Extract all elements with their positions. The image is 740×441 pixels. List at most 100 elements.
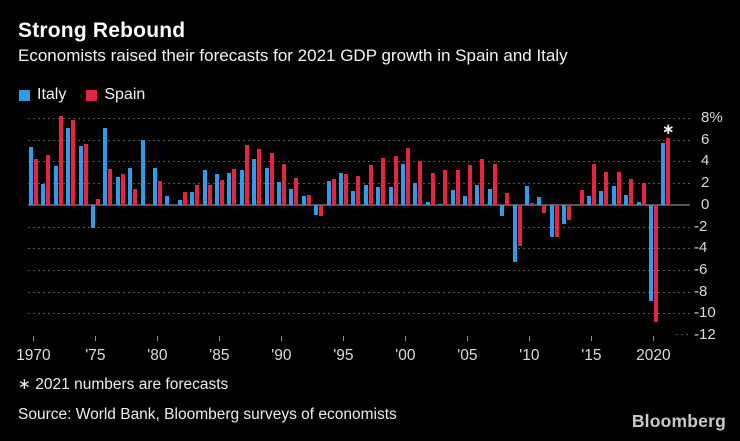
bar-spain-1987 — [244, 145, 249, 205]
bar-italy-1999 — [388, 187, 393, 205]
gridline--12 — [676, 334, 690, 335]
bar-italy-1991 — [289, 188, 294, 205]
bar-italy-2013 — [562, 204, 567, 225]
bar-italy-1972 — [53, 165, 58, 205]
bar-spain-2007 — [492, 163, 497, 205]
bar-italy-1996 — [351, 190, 356, 205]
page-title: Strong Rebound — [18, 19, 186, 42]
bar-spain-1993 — [319, 204, 324, 216]
bar-italy-1989 — [264, 167, 269, 205]
x-tick-1970 — [33, 336, 35, 341]
bar-italy-2007 — [487, 188, 492, 205]
bar-spain-1983 — [195, 185, 200, 205]
bar-spain-1979 — [145, 203, 150, 205]
x-axis-label-1995: '95 — [333, 347, 354, 364]
x-axis-label-2010: '10 — [519, 347, 540, 364]
x-tick-1985 — [219, 336, 221, 341]
bar-italy-1990 — [276, 182, 281, 205]
bar-spain-2013 — [567, 204, 572, 220]
footnote: ∗ 2021 numbers are forecasts — [18, 376, 229, 393]
bar-spain-2004 — [455, 170, 460, 205]
bar-spain-2018 — [629, 178, 634, 205]
bar-spain-1986 — [232, 168, 237, 205]
bar-spain-2002 — [430, 173, 435, 205]
gridline-4 — [28, 161, 690, 163]
bar-spain-1998 — [381, 158, 386, 205]
y-axis-label-8: 8% — [701, 109, 723, 126]
x-axis-label-2005: '05 — [457, 347, 478, 364]
x-axis: 1970 '75 '80 '85 '90 '95 '00 '05 '10 '15 2020 — [16, 336, 708, 368]
y-axis-label--10: -10 — [694, 304, 716, 322]
bar-spain-2011 — [542, 204, 547, 214]
bar-italy-2001 — [413, 183, 418, 205]
bar-italy-1976 — [103, 127, 108, 205]
x-tick-2020 — [653, 336, 655, 341]
bar-italy-2011 — [537, 197, 542, 205]
bar-italy-1977 — [115, 176, 120, 205]
bar-spain-2010 — [529, 202, 534, 205]
bar-italy-1994 — [326, 180, 331, 205]
bar-spain-1976 — [108, 168, 113, 205]
bar-spain-2021 — [666, 137, 671, 205]
bar-italy-1992 — [301, 196, 306, 205]
chart-subtitle: Economists raised their forecasts for 20… — [18, 46, 568, 65]
bar-italy-2016 — [599, 190, 604, 205]
bar-spain-1994 — [331, 178, 336, 205]
bar-spain-1978 — [133, 188, 138, 205]
bar-italy-1973 — [66, 127, 71, 205]
bar-spain-2005 — [467, 164, 472, 205]
bar-italy-1988 — [252, 159, 257, 205]
bar-spain-2014 — [579, 189, 584, 205]
legend-label-spain: Spain — [104, 86, 146, 103]
y-axis-label--12: -12 — [694, 326, 716, 343]
bar-italy-2004 — [450, 189, 455, 205]
bar-italy-2003 — [438, 203, 443, 205]
bar-italy-2006 — [475, 185, 480, 205]
source-line: Source: World Bank, Bloomberg surveys of… — [18, 406, 397, 423]
bar-italy-2002 — [425, 201, 430, 205]
y-axis-label-2: 2 — [701, 174, 710, 192]
bar-spain-2020 — [653, 204, 658, 322]
gridline--8 — [28, 291, 690, 293]
legend-item-spain: Spain — [86, 86, 145, 104]
y-axis-label--4: -4 — [694, 239, 708, 257]
gridline-6 — [28, 139, 690, 141]
bar-spain-2012 — [554, 204, 559, 238]
gridline--10 — [28, 313, 690, 315]
bar-spain-2019 — [641, 183, 646, 205]
bar-spain-1980 — [157, 180, 162, 205]
x-tick-2015 — [591, 336, 593, 341]
x-tick-2000 — [405, 336, 407, 341]
x-axis-label-1980: '80 — [147, 347, 168, 364]
bar-spain-1996 — [356, 175, 361, 205]
bar-spain-2008 — [505, 192, 510, 205]
bar-italy-1975 — [90, 204, 95, 228]
bar-spain-1975 — [95, 199, 100, 205]
bar-spain-1981 — [170, 204, 175, 206]
x-axis-label-1970: 1970 — [16, 347, 51, 364]
bar-italy-1985 — [214, 174, 219, 205]
bar-spain-1977 — [120, 174, 125, 205]
bar-italy-2012 — [549, 204, 554, 238]
bar-italy-2021 — [661, 142, 666, 205]
bar-spain-1970 — [33, 159, 38, 205]
bar-spain-1992 — [306, 195, 311, 205]
x-tick-2010 — [529, 336, 531, 341]
bar-spain-1990 — [281, 163, 286, 205]
y-axis-label--6: -6 — [694, 260, 708, 278]
y-axis-label--2: -2 — [694, 217, 708, 235]
bar-italy-2019 — [636, 201, 641, 205]
bar-spain-1997 — [368, 164, 373, 205]
x-tick-1975 — [95, 336, 97, 341]
bar-spain-1995 — [343, 174, 348, 205]
bar-spain-2006 — [480, 159, 485, 205]
legend-label-italy: Italy — [37, 86, 67, 103]
bar-spain-1982 — [182, 191, 187, 205]
bar-italy-1979 — [140, 139, 145, 205]
bar-spain-1973 — [71, 120, 76, 205]
bar-spain-2017 — [616, 172, 621, 205]
forecast-asterisk: ∗ — [662, 120, 675, 138]
bar-italy-2009 — [512, 204, 517, 263]
zero-axis-line — [28, 203, 690, 206]
bar-italy-1983 — [190, 191, 195, 205]
